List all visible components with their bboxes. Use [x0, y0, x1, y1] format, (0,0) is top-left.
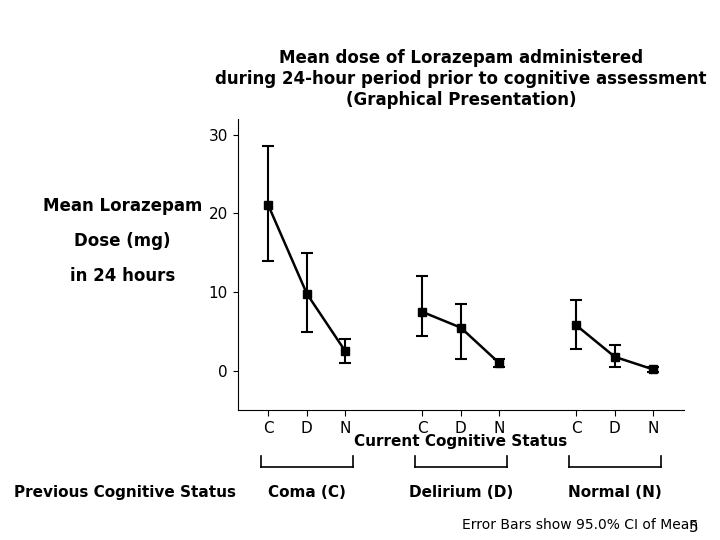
Title: Mean dose of Lorazepam administered
during 24-hour period prior to cognitive ass: Mean dose of Lorazepam administered duri…: [215, 49, 706, 109]
Text: Previous Cognitive Status: Previous Cognitive Status: [14, 485, 236, 500]
Text: Error Bars show 95.0% CI of Mean: Error Bars show 95.0% CI of Mean: [462, 518, 698, 532]
Text: Normal (N): Normal (N): [568, 485, 662, 500]
Text: 5: 5: [689, 519, 698, 535]
Text: Dose (mg): Dose (mg): [74, 232, 171, 250]
Text: Delirium (D): Delirium (D): [409, 485, 513, 500]
Text: Mean Lorazepam: Mean Lorazepam: [42, 197, 202, 215]
Text: in 24 hours: in 24 hours: [70, 267, 175, 285]
Text: Current Cognitive Status: Current Cognitive Status: [354, 434, 567, 449]
Text: Coma (C): Coma (C): [268, 485, 346, 500]
